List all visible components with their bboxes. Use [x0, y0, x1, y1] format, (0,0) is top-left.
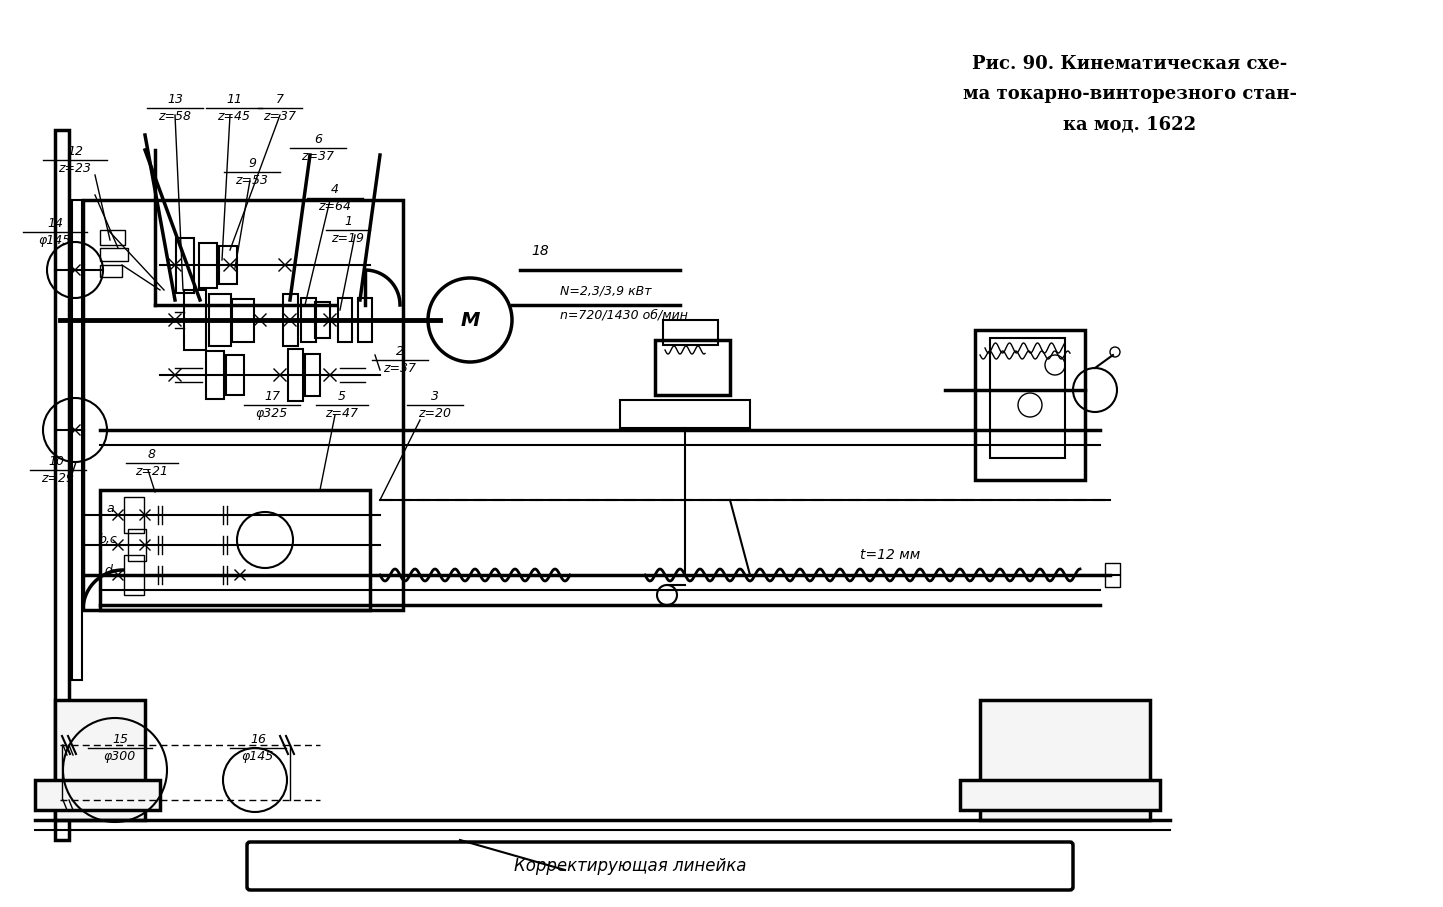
- Text: M: M: [460, 310, 479, 329]
- Bar: [358, 298, 372, 342]
- Text: 6: 6: [315, 133, 322, 146]
- Text: φ300: φ300: [104, 750, 136, 763]
- Text: 3: 3: [431, 390, 439, 403]
- Bar: [84, 200, 403, 610]
- Bar: [219, 246, 237, 284]
- Text: z=21: z=21: [136, 465, 169, 478]
- Bar: [176, 238, 193, 293]
- Bar: [227, 355, 244, 395]
- Text: Корректирующая линейка: Корректирующая линейка: [514, 857, 746, 875]
- Text: Рис. 90. Кинематическая схе-: Рис. 90. Кинематическая схе-: [973, 55, 1287, 73]
- Bar: [100, 248, 128, 261]
- Bar: [232, 299, 254, 342]
- Text: 11: 11: [227, 93, 242, 106]
- Text: b,c: b,c: [98, 533, 117, 547]
- Text: z=47: z=47: [326, 407, 358, 420]
- Bar: [1105, 563, 1120, 587]
- Bar: [283, 294, 299, 346]
- Text: 10·: 10·: [48, 455, 68, 468]
- Bar: [199, 243, 216, 288]
- Bar: [289, 349, 303, 401]
- Bar: [980, 700, 1150, 820]
- Bar: [124, 497, 144, 533]
- Bar: [304, 354, 320, 396]
- Bar: [209, 294, 231, 346]
- Text: 9: 9: [248, 157, 255, 170]
- Bar: [100, 490, 369, 610]
- Text: a: a: [107, 502, 114, 514]
- Text: φ145: φ145: [39, 234, 71, 247]
- Bar: [206, 351, 224, 399]
- Text: z=37: z=37: [384, 362, 417, 375]
- Text: z=64: z=64: [319, 200, 352, 213]
- Text: 4: 4: [330, 183, 339, 196]
- Text: φ145: φ145: [242, 750, 274, 763]
- Text: z=19: z=19: [332, 232, 365, 245]
- Text: z=45: z=45: [218, 110, 251, 123]
- Bar: [655, 340, 730, 395]
- Bar: [302, 298, 316, 342]
- Bar: [35, 780, 160, 810]
- Text: 13: 13: [167, 93, 183, 106]
- Text: 1: 1: [343, 215, 352, 228]
- Text: 14: 14: [48, 217, 63, 230]
- Bar: [338, 298, 352, 342]
- Bar: [960, 780, 1160, 810]
- Text: 16: 16: [250, 733, 266, 746]
- Text: 8: 8: [149, 448, 156, 461]
- Text: 5: 5: [338, 390, 346, 403]
- Bar: [55, 130, 69, 840]
- Text: ма токарно-винторезного стан-: ма токарно-винторезного стан-: [962, 85, 1297, 103]
- Text: z=37: z=37: [302, 150, 335, 163]
- Text: 18: 18: [531, 244, 548, 258]
- Bar: [55, 700, 144, 820]
- Text: φ325: φ325: [255, 407, 289, 420]
- Bar: [620, 400, 750, 428]
- Bar: [975, 330, 1085, 480]
- Circle shape: [429, 278, 512, 362]
- Text: z=23: z=23: [59, 162, 91, 175]
- Text: z=20: z=20: [418, 407, 452, 420]
- Bar: [662, 320, 719, 345]
- Text: N=2,3/3,9 кВт: N=2,3/3,9 кВт: [560, 285, 651, 298]
- Text: 7: 7: [276, 93, 284, 106]
- Bar: [124, 555, 144, 595]
- Bar: [990, 338, 1065, 458]
- Bar: [315, 302, 330, 338]
- Text: z=58: z=58: [159, 110, 192, 123]
- Text: z=29: z=29: [42, 472, 75, 485]
- Bar: [72, 200, 82, 680]
- Text: 2: 2: [395, 345, 404, 358]
- Bar: [100, 265, 123, 277]
- Text: 17: 17: [264, 390, 280, 403]
- Bar: [100, 230, 126, 245]
- Text: 15: 15: [113, 733, 128, 746]
- Text: z=53: z=53: [235, 174, 268, 187]
- Text: d: d: [104, 563, 113, 577]
- Text: 12: 12: [66, 145, 84, 158]
- Text: ка мод. 1622: ка мод. 1622: [1063, 115, 1196, 133]
- Text: z=37: z=37: [264, 110, 296, 123]
- Text: t=12 мм: t=12 мм: [860, 548, 921, 562]
- Text: n=720/1430 об/мин: n=720/1430 об/мин: [560, 308, 688, 321]
- Bar: [185, 290, 206, 350]
- Bar: [128, 529, 146, 561]
